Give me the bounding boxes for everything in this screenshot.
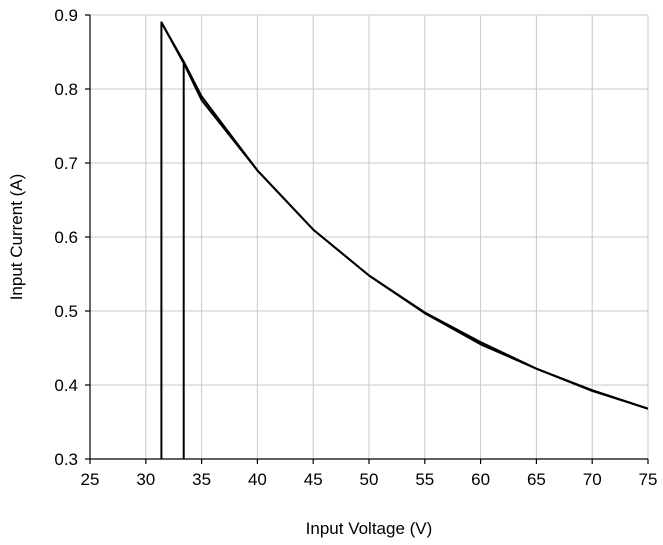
x-tick-label: 65	[527, 470, 546, 489]
x-axis-label: Input Voltage (V)	[306, 519, 433, 538]
x-tick-label: 75	[639, 470, 658, 489]
x-tick-label: 30	[136, 470, 155, 489]
y-tick-label: 0.3	[54, 450, 78, 469]
series-line-1	[160, 21, 185, 459]
x-tick-label: 50	[360, 470, 379, 489]
x-tick-label: 70	[583, 470, 602, 489]
y-tick-label: 0.9	[54, 6, 78, 25]
x-tick-label: 60	[471, 470, 490, 489]
series-line-3	[160, 21, 649, 410]
x-tick-label: 55	[415, 470, 434, 489]
y-axis-label: Input Current (A)	[7, 174, 26, 301]
grid-lines	[90, 14, 649, 459]
y-tick-label: 0.4	[54, 376, 78, 395]
series-line-2	[182, 61, 649, 410]
axes	[85, 14, 649, 464]
x-tick-label: 35	[192, 470, 211, 489]
series-lines	[160, 21, 649, 459]
x-tick-label: 25	[81, 470, 100, 489]
x-tick-label: 45	[304, 470, 323, 489]
x-tick-label: 40	[248, 470, 267, 489]
y-tick-label: 0.7	[54, 154, 78, 173]
y-tick-label: 0.8	[54, 80, 78, 99]
y-tick-label: 0.5	[54, 302, 78, 321]
y-tick-label: 0.6	[54, 228, 78, 247]
tick-labels: 25 30 35 40 45 50 55 60 65 70 75 0.3 0.4 0.5 0.6 0.7 0.8…	[54, 6, 657, 489]
